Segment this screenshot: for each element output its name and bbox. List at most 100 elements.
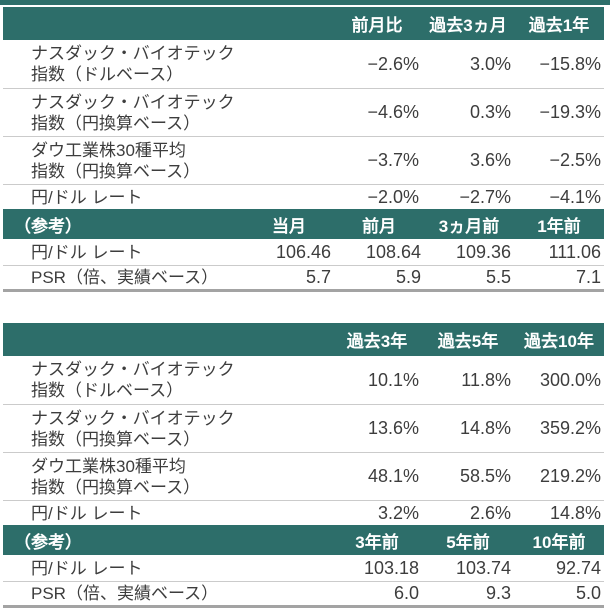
column-header-10yr-ago: 10年前: [532, 532, 586, 552]
column-header-10yr: 過去10年: [524, 332, 594, 351]
value-cell: 5.7: [305, 267, 331, 287]
row-label: ダウ工業株30種平均 指数（円換算ベース）: [3, 453, 332, 500]
reference-header-row: （参考） 当月 前月 3ヵ月前 1年前: [3, 209, 604, 239]
value-cell: −2.7%: [459, 186, 511, 207]
column-header-3yr: 過去3年: [346, 332, 408, 351]
value-cell: 5.9: [395, 267, 421, 287]
header-label-spacer: [3, 323, 332, 356]
value-cell: 10.1%: [367, 369, 419, 390]
row-label-line2: 指数（ドルベース）: [31, 381, 184, 400]
row-label: ナスダック・バイオテック 指数（円換算ベース）: [3, 89, 332, 136]
row-label: ナスダック・バイオテック 指数（円換算ベース）: [3, 405, 332, 452]
row-label: 円/ドル レート: [3, 185, 332, 209]
table-row: ナスダック・バイオテック 指数（ドルベース） 10.1% 11.8% 300.0…: [3, 356, 604, 404]
value-cell: 48.1%: [367, 466, 419, 486]
row-label-line2: 指数（円換算ベース）: [31, 161, 201, 181]
column-header-current-month: 当月: [272, 216, 306, 236]
value-cell: 300.0%: [539, 369, 601, 390]
table-row: 円/ドル レート 106.46 108.64 109.36 111.06: [3, 239, 604, 265]
value-cell: −2.0%: [367, 186, 419, 207]
column-header-mom: 前月比: [351, 16, 403, 35]
table-header-row: 前月比 過去3ヵ月 過去1年: [3, 7, 604, 40]
value-cell: 9.3: [485, 583, 511, 603]
row-label-line1: ナスダック・バイオテック: [31, 44, 235, 63]
value-cell: 14.8%: [549, 502, 601, 523]
column-header-5yr-ago: 5年前: [446, 532, 490, 552]
row-label: 円/ドル レート: [3, 555, 332, 581]
table-row: ナスダック・バイオテック 指数（円換算ベース） −4.6% 0.3% −19.3…: [3, 88, 604, 136]
row-label-line2: 指数（ドルベース）: [31, 65, 184, 84]
row-label-line1: PSR（倍、実績ベース）: [31, 584, 219, 603]
row-label-line1: ナスダック・バイオテック: [31, 408, 235, 428]
row-label-line2: 指数（円換算ベース）: [31, 113, 201, 133]
row-label-line1: 円/ドル レート: [31, 503, 143, 523]
value-cell: −2.5%: [549, 150, 601, 170]
table-row: ダウ工業株30種平均 指数（円換算ベース） −3.7% 3.6% −2.5%: [3, 136, 604, 184]
value-cell: 92.74: [555, 557, 601, 578]
value-cell: 13.6%: [367, 418, 419, 438]
top-rule: [0, 0, 610, 5]
value-cell: 359.2%: [539, 418, 601, 438]
value-cell: 5.5: [485, 267, 511, 287]
value-cell: 106.46: [275, 241, 331, 262]
row-label-line1: ダウ工業株30種平均: [31, 140, 186, 160]
value-cell: −19.3%: [539, 102, 601, 122]
value-cell: −3.7%: [367, 150, 419, 170]
column-header-prev-month: 前月: [362, 216, 396, 236]
column-header-1yr-ago: 1年前: [537, 216, 581, 236]
value-cell: −15.8%: [539, 53, 601, 74]
row-label-line2: 指数（円換算ベース）: [31, 477, 201, 497]
table-row: ナスダック・バイオテック 指数（ドルベース） −2.6% 3.0% −15.8%: [3, 40, 604, 88]
table-row: PSR（倍、実績ベース） 6.0 9.3 5.0: [3, 581, 604, 605]
value-cell: 14.8%: [459, 418, 511, 438]
annual-performance-table: 過去3年 過去5年 過去10年 ナスダック・バイオテック 指数（ドルベース） 1…: [3, 323, 604, 608]
reference-label: （参考）: [14, 532, 82, 552]
value-cell: 7.1: [575, 267, 601, 287]
value-cell: 111.06: [548, 241, 601, 262]
reference-header-row: （参考） 3年前 5年前 10年前: [3, 525, 604, 555]
column-header-1yr: 過去1年: [528, 16, 590, 35]
value-cell: 219.2%: [539, 466, 601, 486]
value-cell: −4.6%: [367, 102, 419, 122]
value-cell: 5.0: [575, 583, 601, 603]
row-label-line1: 円/ドル レート: [31, 242, 143, 262]
value-cell: −4.1%: [549, 186, 601, 207]
row-label-line1: 円/ドル レート: [31, 187, 143, 207]
value-cell: 0.3%: [469, 102, 511, 122]
row-label-line1: 円/ドル レート: [31, 558, 143, 578]
value-cell: 3.6%: [469, 150, 511, 170]
table-row: ダウ工業株30種平均 指数（円換算ベース） 48.1% 58.5% 219.2%: [3, 452, 604, 500]
row-label-line1: ダウ工業株30種平均: [31, 456, 186, 476]
column-header-3mo-ago: 3ヵ月前: [438, 216, 500, 236]
column-header-3mo: 過去3ヵ月: [429, 16, 507, 35]
column-header-3yr-ago: 3年前: [355, 532, 399, 552]
value-cell: 108.64: [365, 241, 421, 262]
table-row: 円/ドル レート 103.18 103.74 92.74: [3, 555, 604, 581]
value-cell: 11.8%: [461, 369, 511, 390]
table-row: 円/ドル レート −2.0% −2.7% −4.1%: [3, 184, 604, 209]
table-row: ナスダック・バイオテック 指数（円換算ベース） 13.6% 14.8% 359.…: [3, 404, 604, 452]
row-label-line1: PSR（倍、実績ベース）: [31, 268, 219, 287]
row-label-line1: ナスダック・バイオテック: [31, 92, 235, 112]
column-header-5yr: 過去5年: [437, 332, 499, 351]
value-cell: −2.6%: [367, 53, 419, 74]
value-cell: 58.5%: [459, 466, 511, 486]
header-label-spacer: [3, 7, 332, 40]
table-header-row: 過去3年 過去5年 過去10年: [3, 323, 604, 356]
table-row: 円/ドル レート 3.2% 2.6% 14.8%: [3, 500, 604, 525]
row-label: 円/ドル レート: [3, 501, 332, 525]
value-cell: 6.0: [393, 583, 419, 603]
reference-label: （参考）: [14, 216, 82, 236]
row-label-line1: ナスダック・バイオテック: [31, 360, 235, 379]
value-cell: 103.74: [455, 557, 511, 578]
row-label: ダウ工業株30種平均 指数（円換算ベース）: [3, 137, 332, 184]
table-row: PSR（倍、実績ベース） 5.7 5.9 5.5 7.1: [3, 265, 604, 289]
row-label-line2: 指数（円換算ベース）: [31, 429, 201, 449]
value-cell: 2.6%: [469, 502, 511, 523]
row-label: ナスダック・バイオテック 指数（ドルベース）: [3, 356, 332, 404]
value-cell: 3.2%: [377, 502, 419, 523]
value-cell: 103.18: [363, 557, 419, 578]
row-label: PSR（倍、実績ベース）: [3, 582, 332, 605]
value-cell: 3.0%: [469, 53, 511, 74]
value-cell: 109.36: [455, 241, 511, 262]
